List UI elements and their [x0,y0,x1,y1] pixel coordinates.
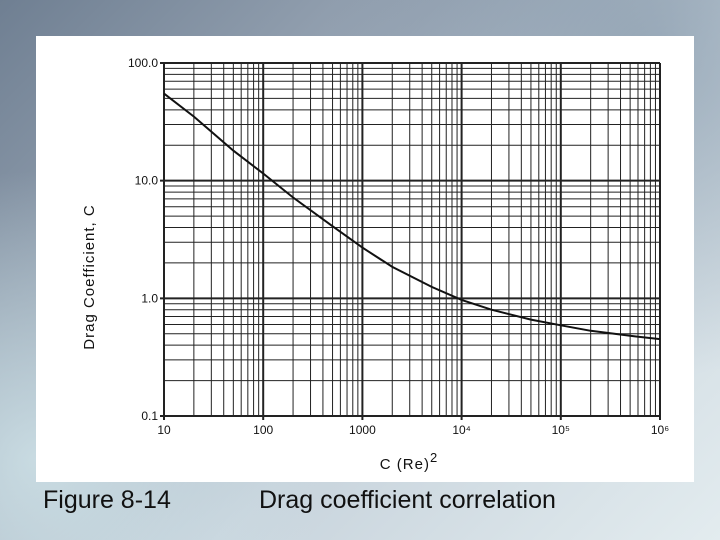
slide-caption: Figure 8-14 Drag coefficient correlation [0,486,720,522]
x-tick-label: 10⁶ [651,423,669,437]
figure-number: Figure 8-14 [43,486,171,514]
y-tick-label: 1.0 [141,291,158,305]
series-line-drag-coefficient [163,92,661,341]
x-axis-label: C (Re)2 [380,450,438,473]
y-axis-label: Drag Coefficient, C [81,204,98,349]
y-tick-label: 10.0 [135,174,159,188]
x-axis-ticks: 10 100 1000 10⁴ 10⁵ 10⁶ [157,423,669,437]
chart-panel: 100.0 10.0 1.0 0.1 10 100 1000 10⁴ 10⁵ 10⁶ Drag … [36,36,694,482]
y-tick-label: 0.1 [141,409,158,423]
x-tick-label: 1000 [349,423,376,437]
drag-coefficient-chart: 100.0 10.0 1.0 0.1 10 100 1000 10⁴ 10⁵ 10⁶ Drag … [81,56,669,473]
x-axis-label-main: C (Re) [380,456,430,473]
x-tick-label: 10⁵ [552,423,570,437]
x-tick-label: 100 [253,423,273,437]
figure-caption: Drag coefficient correlation [259,486,556,514]
grid-minor [164,63,660,416]
y-axis-ticks: 100.0 10.0 1.0 0.1 [128,56,158,423]
grid-major [160,62,661,420]
x-tick-label: 10⁴ [452,423,471,437]
x-tick-label: 10 [157,423,171,437]
y-tick-label: 100.0 [128,56,158,70]
x-axis-label-superscript: 2 [430,450,438,465]
